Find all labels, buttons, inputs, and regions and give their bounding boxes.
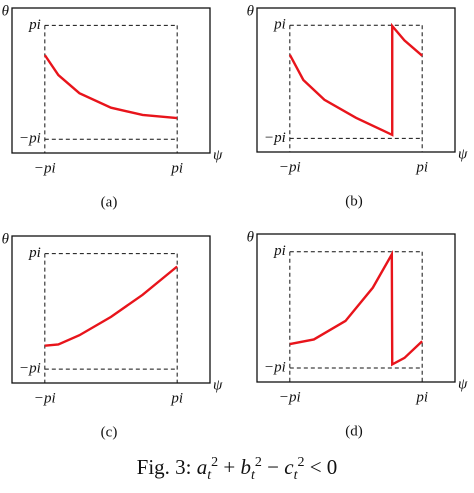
panel-label: (d) [345, 423, 363, 439]
x-tick-label: −pi [34, 160, 56, 176]
curve [288, 22, 423, 137]
y-tick-label: pi [273, 17, 286, 33]
x-tick-label: pi [170, 390, 183, 406]
plot-frame [11, 7, 211, 154]
y-tick-label: −pi [19, 131, 41, 147]
caption-text: 2 [254, 455, 262, 470]
x-axis-label: ψ [458, 376, 468, 392]
caption-text: − [267, 455, 279, 479]
caption-text: 2 [211, 455, 219, 470]
y-axis-label: θ [247, 3, 255, 19]
y-axis-label: θ [247, 229, 255, 245]
curve [43, 54, 178, 120]
x-axis-label: ψ [458, 146, 468, 162]
plot-frame [11, 235, 211, 384]
y-tick-label: pi [28, 17, 41, 33]
x-tick-label: −pi [34, 390, 56, 406]
caption-text: + [223, 455, 236, 479]
plot-frame [256, 7, 456, 153]
x-tick-label: pi [415, 159, 428, 175]
x-tick-label: pi [415, 389, 428, 405]
x-tick-label: pi [170, 160, 183, 176]
caption-text: t [207, 468, 212, 484]
x-axis-label: ψ [213, 147, 223, 163]
panel-label: (b) [345, 193, 363, 209]
x-axis-label: ψ [213, 377, 223, 393]
figure: −pi pi −pi pi θ ψ (a) −pi pi −pi pi θ ψ (b) −pi pi −pi pi… [2, 3, 468, 440]
y-tick-label: pi [273, 243, 286, 259]
caption-text: c [284, 455, 294, 479]
caption-text: a [196, 455, 208, 479]
caption: Fig. 3: at2 + bt2 − ct2 < 0 [0, 455, 474, 484]
y-axis-label: θ [2, 3, 10, 19]
plot-frame [256, 233, 456, 383]
caption-text: 2 [297, 455, 305, 470]
y-tick-label: −pi [264, 359, 286, 375]
y-tick-label: −pi [19, 361, 41, 377]
y-axis-label: θ [2, 231, 10, 247]
x-tick-label: −pi [279, 159, 301, 175]
caption-text: t [251, 468, 255, 484]
caption-text: t [293, 468, 298, 484]
caption-text: b [240, 455, 252, 479]
panel-label: (a) [101, 194, 118, 210]
curve [44, 265, 178, 347]
curve [289, 249, 423, 367]
caption-text: < 0 [309, 455, 338, 479]
y-tick-label: pi [28, 245, 41, 261]
x-tick-label: −pi [279, 389, 301, 405]
panel-label: (c) [101, 424, 118, 440]
caption-text: Fig. 3: [136, 455, 192, 479]
y-tick-label: −pi [264, 130, 286, 146]
